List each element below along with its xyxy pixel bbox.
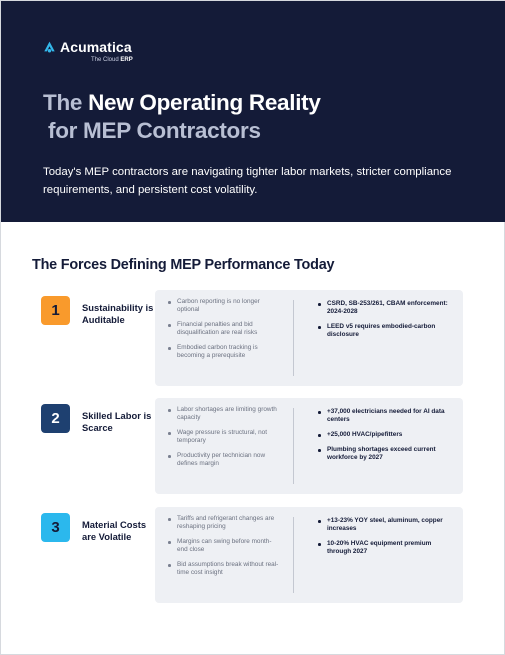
logo-tagline-prefix: The Cloud xyxy=(91,57,119,63)
row-card: Tariffs and refrigerant changes are resh… xyxy=(155,507,463,603)
row-stats: +37,000 electricians needed for AI data … xyxy=(317,408,453,469)
page-subtitle: Today's MEP contractors are navigating t… xyxy=(43,166,452,196)
row-label: Skilled Labor is Scarce xyxy=(82,410,152,433)
row-number-badge: 1 xyxy=(41,296,70,325)
row-label: Sustainability is Auditable xyxy=(82,302,154,325)
list-item: Bid assumptions break without real-time … xyxy=(167,561,282,577)
row-stats: +13-23% YOY steel, aluminum, copper incr… xyxy=(317,517,453,563)
list-item: Carbon reporting is no longer optional xyxy=(167,298,282,314)
list-item: Embodied carbon tracking is becoming a p… xyxy=(167,344,282,360)
logo-text: Acumatica xyxy=(60,39,132,55)
list-item: +37,000 electricians needed for AI data … xyxy=(317,408,453,424)
row-card: Labor shortages are limiting growth capa… xyxy=(155,398,463,494)
row-number-badge: 3 xyxy=(41,513,70,542)
logo-tagline-bold: ERP xyxy=(120,57,133,63)
title-line2: for MEP Contractors xyxy=(48,118,261,143)
row-label: Material Costs are Volatile xyxy=(82,519,147,542)
row-card: Carbon reporting is no longer optional F… xyxy=(155,290,463,386)
force-row-material-costs: 3 Material Costs are Volatile Tariffs an… xyxy=(41,507,463,603)
row-points: Labor shortages are limiting growth capa… xyxy=(167,406,282,475)
row-points: Tariffs and refrigerant changes are resh… xyxy=(167,515,282,584)
acumatica-logo: Acumatica xyxy=(43,39,132,55)
list-item: Plumbing shortages exceed current workfo… xyxy=(317,446,453,462)
list-item: LEED v5 requires embodied-carbon disclos… xyxy=(317,323,453,339)
title-prefix: The xyxy=(43,90,83,115)
page-title: The New Operating Reality for MEP Contra… xyxy=(43,89,321,145)
list-item: +25,000 HVAC/pipefitters xyxy=(317,431,453,439)
logo-tagline: The Cloud ERP xyxy=(91,57,133,63)
force-row-skilled-labor: 2 Skilled Labor is Scarce Labor shortage… xyxy=(41,398,463,494)
row-points: Carbon reporting is no longer optional F… xyxy=(167,298,282,367)
force-row-sustainability: 1 Sustainability is Auditable Carbon rep… xyxy=(41,290,463,386)
list-item: Wage pressure is structural, not tempora… xyxy=(167,429,282,445)
hero-banner: Acumatica The Cloud ERP The New Operatin… xyxy=(1,1,505,222)
card-divider xyxy=(293,408,294,484)
list-item: CSRD, SB-253/261, CBAM enforcement: 2024… xyxy=(317,300,453,316)
card-divider xyxy=(293,517,294,593)
list-item: Productivity per technician now defines … xyxy=(167,452,282,468)
section-title: The Forces Defining MEP Performance Toda… xyxy=(32,257,335,273)
row-stats: CSRD, SB-253/261, CBAM enforcement: 2024… xyxy=(317,300,453,346)
list-item: +13-23% YOY steel, aluminum, copper incr… xyxy=(317,517,453,533)
card-divider xyxy=(293,300,294,376)
list-item: Labor shortages are limiting growth capa… xyxy=(167,406,282,422)
list-item: Tariffs and refrigerant changes are resh… xyxy=(167,515,282,531)
list-item: 10-20% HVAC equipment premium through 20… xyxy=(317,540,453,556)
row-number-badge: 2 xyxy=(41,404,70,433)
list-item: Financial penalties and bid disqualifica… xyxy=(167,321,282,337)
acumatica-logo-icon xyxy=(44,41,55,52)
list-item: Margins can swing before month-end close xyxy=(167,538,282,554)
title-line1: New Operating Reality xyxy=(88,90,321,115)
